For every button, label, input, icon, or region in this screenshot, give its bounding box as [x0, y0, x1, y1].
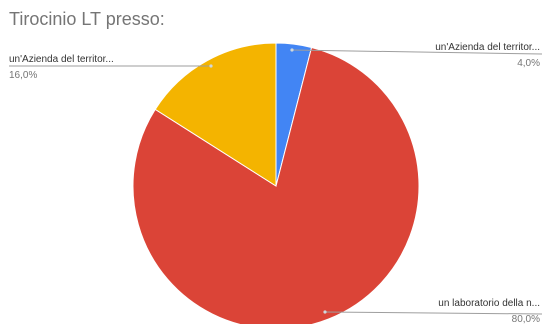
- pie-slice-2: [132, 46, 420, 324]
- callout-line-2: [324, 311, 542, 315]
- slice-label-3: un'Azienda del territor...: [9, 54, 114, 65]
- slice-label-2: un laboratorio della n...: [438, 298, 540, 309]
- chart-title: Tirocinio LT presso:: [9, 9, 165, 29]
- slice-value-2: 80,0%: [512, 314, 540, 324]
- pie-slice-3: [154, 42, 277, 187]
- slice-value-1: 4,0%: [517, 58, 540, 69]
- callout-line-1: [291, 49, 542, 55]
- callout-dot-3: [209, 64, 213, 68]
- slice-label-1: un'Azienda del territor...: [435, 42, 540, 53]
- callout-dot-2: [323, 310, 327, 314]
- slice-value-3: 16,0%: [9, 70, 37, 81]
- pie-callouts: un'Azienda del territor... 4,0% un laborat…: [9, 42, 542, 324]
- pie-slices: [132, 42, 420, 324]
- callout-dot-1: [290, 48, 294, 52]
